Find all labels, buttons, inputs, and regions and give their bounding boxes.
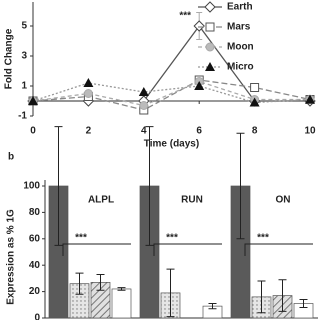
category-label: ALPL	[88, 195, 114, 206]
x-tick-label: 6	[196, 126, 202, 137]
annotation: ***	[179, 11, 191, 22]
error-bar	[96, 273, 105, 291]
legend-label: Earth	[227, 2, 253, 13]
error-bar	[75, 272, 84, 295]
bracket	[244, 243, 313, 256]
legend-label: Micro	[227, 62, 254, 73]
y-tick-label: -1	[18, 111, 27, 122]
x-tick-label: 0	[30, 126, 36, 137]
marker	[28, 96, 38, 105]
annotation: ***	[166, 233, 178, 244]
y-tick-label: 60	[29, 233, 41, 244]
y-tick-label: 40	[29, 260, 41, 271]
error-bar	[117, 287, 126, 291]
y-tick-label: 80	[29, 207, 41, 218]
marker	[138, 87, 149, 96]
series-line	[32, 79, 311, 111]
x-axis-title: Time (days)	[144, 139, 199, 150]
series-line	[32, 82, 311, 104]
bar	[111, 288, 132, 319]
error-bar	[208, 302, 217, 310]
error-bar	[299, 299, 308, 308]
annotation: ***	[75, 233, 87, 244]
marker	[250, 83, 260, 92]
marker	[193, 20, 205, 32]
y-tick-label: 100	[23, 181, 40, 192]
marker	[249, 97, 260, 107]
legend-marker	[204, 1, 216, 13]
series-line	[32, 80, 310, 107]
marker	[83, 78, 94, 87]
bracket	[62, 243, 131, 256]
marker	[139, 101, 149, 110]
x-tick-label: 2	[86, 126, 92, 137]
category-label: ON	[276, 195, 291, 206]
error-bar	[166, 268, 175, 318]
error-bar	[257, 280, 266, 314]
x-tick-label: 10	[304, 126, 316, 137]
y-tick-label: 3	[21, 51, 27, 62]
marker	[305, 94, 315, 104]
legend-marker	[205, 42, 215, 52]
error-bar	[278, 279, 287, 312]
error-bar	[236, 132, 245, 240]
annotation: ***	[257, 233, 269, 244]
error-bar	[54, 126, 63, 246]
legend-label: Moon	[227, 42, 254, 53]
y-tick-label: 20	[29, 286, 41, 297]
marker	[83, 89, 93, 98]
x-tick-label: 4	[141, 126, 147, 137]
y-axis-title: Fold Change	[4, 28, 15, 89]
y-tick-label: 5	[21, 21, 27, 32]
bracket	[153, 243, 222, 256]
panel-label: b	[8, 152, 14, 163]
y-tick-label: 0	[34, 313, 40, 320]
x-tick-label: 8	[252, 126, 258, 137]
y-axis-title: Expression as % 1G	[6, 209, 17, 305]
marker	[194, 81, 205, 90]
legend-label: Mars	[227, 22, 251, 33]
category-label: RUN	[181, 195, 203, 206]
legend-marker	[205, 22, 215, 32]
error-bar	[145, 126, 154, 246]
series-line	[33, 24, 310, 102]
y-tick-label: 1	[21, 81, 27, 92]
legend-marker	[205, 62, 215, 71]
